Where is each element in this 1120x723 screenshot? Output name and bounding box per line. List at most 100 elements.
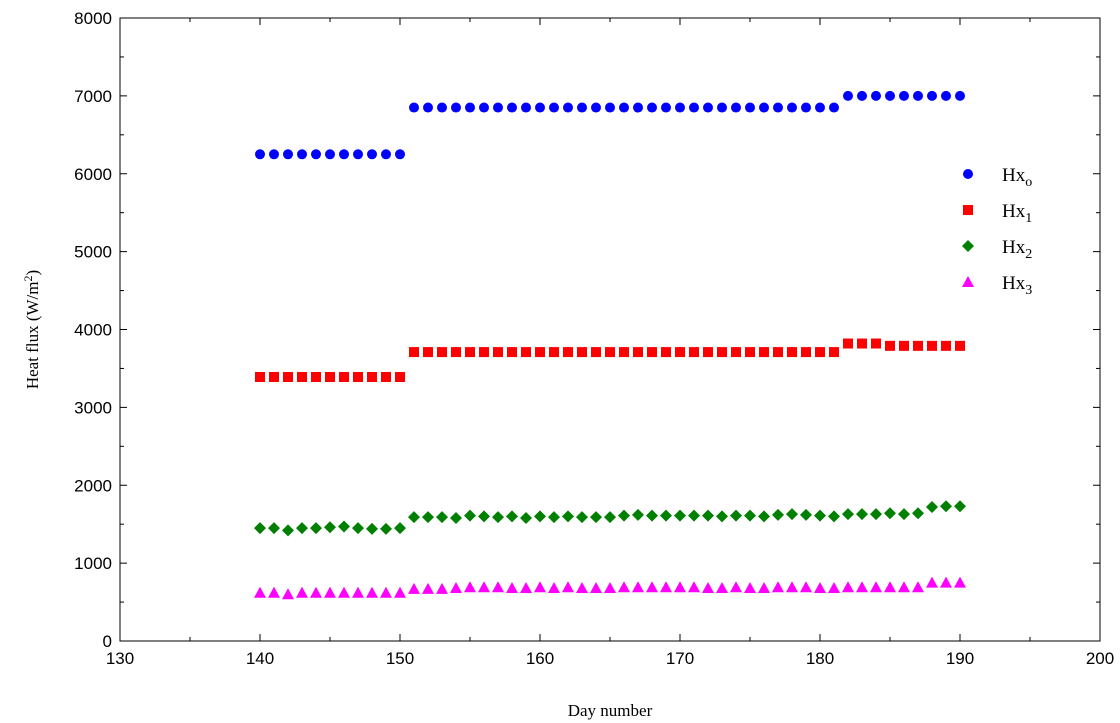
data-point-hx2 [450, 511, 462, 524]
data-point-hx2 [282, 524, 294, 537]
data-points [254, 90, 966, 600]
data-point-hx3 [324, 586, 336, 598]
data-point-hxo [521, 102, 531, 113]
data-point-hx3 [450, 582, 462, 594]
data-point-hx2 [422, 511, 434, 524]
data-point-hx1 [661, 347, 671, 358]
y-tick-label: 5000 [74, 243, 112, 262]
data-point-hx2 [800, 508, 812, 521]
y-axis-title-end: ) [23, 270, 42, 276]
data-point-hx2 [870, 508, 882, 521]
data-point-hxo [661, 102, 671, 113]
legend-label: Hxo [1002, 165, 1032, 190]
data-point-hx3 [646, 581, 658, 593]
legend-item-hxo: Hxo [963, 165, 1032, 190]
data-point-hx2 [506, 510, 518, 523]
data-point-hx3 [310, 586, 322, 598]
data-point-hx1 [521, 347, 531, 358]
data-point-hx1 [577, 347, 587, 358]
data-point-hx3 [604, 582, 616, 594]
data-point-hx2 [730, 509, 742, 522]
data-point-hx1 [297, 372, 307, 383]
data-point-hx2 [898, 508, 910, 521]
data-point-hx1 [829, 347, 839, 358]
data-point-hxo [689, 102, 699, 113]
data-point-hx3 [884, 581, 896, 593]
series-hx1 [255, 338, 965, 383]
x-axis: 130 140 150 160 170 180 190 200 [106, 18, 1114, 668]
data-point-hx3 [800, 581, 812, 593]
legend-label-base: Hx [1002, 273, 1026, 294]
data-point-hx1 [479, 347, 489, 358]
data-point-hx1 [745, 347, 755, 358]
data-point-hx2 [520, 511, 532, 524]
data-point-hx3 [422, 582, 434, 594]
data-point-hx3 [520, 582, 532, 594]
data-point-hxo [591, 102, 601, 113]
data-point-hx1 [801, 347, 811, 358]
data-point-hx3 [814, 582, 826, 594]
data-point-hx2 [366, 522, 378, 535]
data-point-hx3 [898, 581, 910, 593]
data-point-hx2 [324, 521, 336, 534]
data-point-hx2 [646, 509, 658, 522]
data-point-hxo [507, 102, 517, 113]
data-point-hx1 [381, 372, 391, 383]
legend-label-sub: o [1025, 175, 1032, 190]
data-point-hxo [437, 102, 447, 113]
data-point-hxo [675, 102, 685, 113]
data-point-hx2 [940, 500, 952, 513]
data-point-hx1 [339, 372, 349, 383]
data-point-hxo [913, 90, 923, 101]
data-point-hx2 [884, 507, 896, 520]
data-point-hxo [423, 102, 433, 113]
y-tick-label: 0 [103, 632, 112, 651]
data-point-hx3 [436, 582, 448, 594]
x-axis-title: Day number [568, 701, 653, 720]
legend-label-sub: 3 [1025, 283, 1032, 298]
legend-label-base: Hx [1002, 201, 1026, 222]
data-point-hx2 [744, 509, 756, 522]
data-point-hxo [843, 90, 853, 101]
data-point-hxo [857, 90, 867, 101]
data-point-hx2 [478, 510, 490, 523]
series-hx2 [254, 500, 966, 537]
data-point-hxo [297, 149, 307, 160]
legend-label: Hx1 [1002, 201, 1032, 226]
data-point-hx3 [660, 581, 672, 593]
data-point-hx1 [843, 338, 853, 349]
data-point-hxo [311, 149, 321, 160]
data-point-hxo [367, 149, 377, 160]
x-tick-label: 140 [246, 649, 274, 668]
data-point-hxo [255, 149, 265, 160]
x-tick-label: 170 [666, 649, 694, 668]
data-point-hx2 [492, 511, 504, 524]
data-point-hxo [871, 90, 881, 101]
data-point-hx1 [409, 347, 419, 358]
legend-marker-hx2 [962, 240, 974, 252]
data-point-hx1 [899, 340, 909, 351]
data-point-hx1 [857, 338, 867, 349]
data-point-hxo [787, 102, 797, 113]
data-point-hx1 [703, 347, 713, 358]
data-point-hxo [577, 102, 587, 113]
data-point-hx1 [647, 347, 657, 358]
x-tick-label: 180 [806, 649, 834, 668]
data-point-hx3 [352, 586, 364, 598]
y-tick-label: 4000 [74, 321, 112, 340]
data-point-hxo [395, 149, 405, 160]
data-point-hx3 [534, 581, 546, 593]
legend-label-sub: 1 [1025, 211, 1032, 226]
data-point-hx2 [310, 522, 322, 535]
data-point-hxo [381, 149, 391, 160]
data-point-hxo [283, 149, 293, 160]
data-point-hxo [563, 102, 573, 113]
legend-label: Hx3 [1002, 273, 1032, 298]
data-point-hx3 [856, 581, 868, 593]
data-point-hx2 [590, 511, 602, 524]
data-point-hx3 [744, 582, 756, 594]
data-point-hx3 [674, 581, 686, 593]
data-point-hx3 [940, 576, 952, 588]
data-point-hx3 [730, 581, 742, 593]
